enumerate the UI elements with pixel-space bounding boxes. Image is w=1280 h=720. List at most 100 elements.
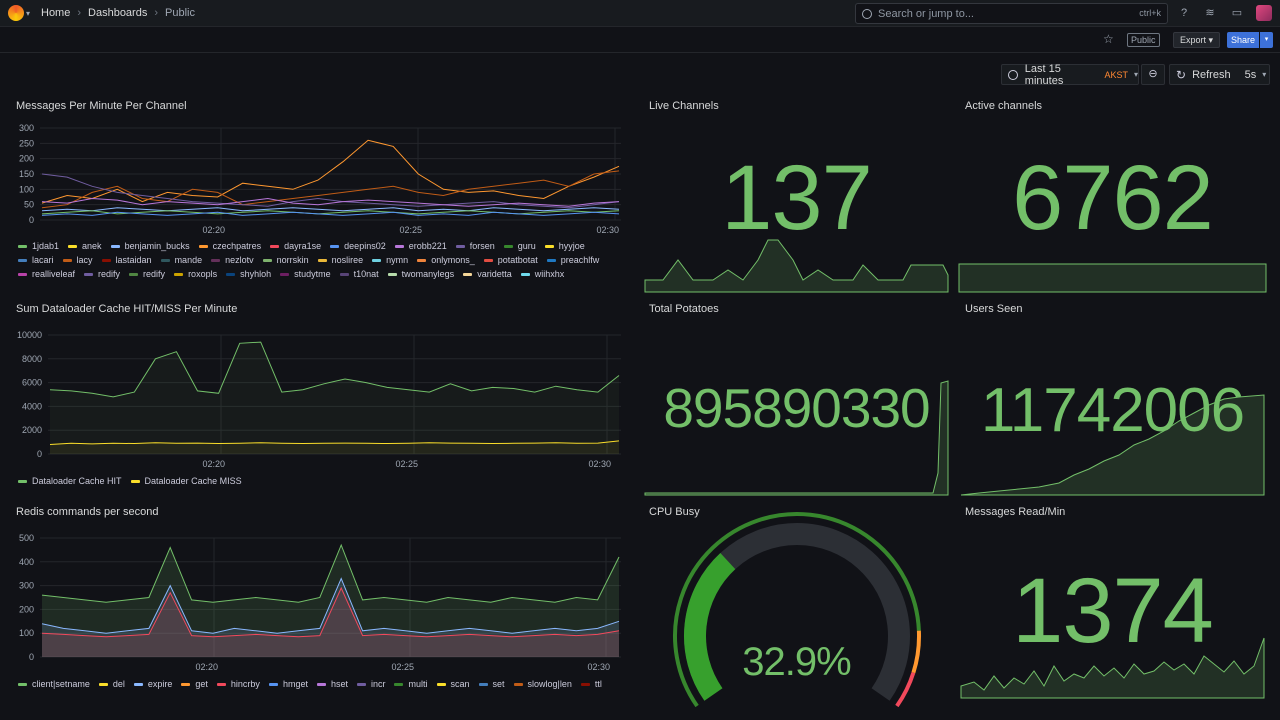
x-tick-label: 02:20 xyxy=(202,459,225,469)
legend-item[interactable]: shyhloh xyxy=(226,269,271,279)
series-line xyxy=(41,586,620,638)
legend-item[interactable]: dayra1se xyxy=(270,241,321,251)
legend-item[interactable]: guru xyxy=(503,241,536,251)
x-tick-label: 02:20 xyxy=(202,225,225,235)
legend-item[interactable]: czechpatres xyxy=(198,241,262,251)
x-tick-label: 02:25 xyxy=(399,225,422,235)
legend-swatch xyxy=(211,258,221,262)
legend-swatch xyxy=(580,682,590,686)
legend-item[interactable]: anek xyxy=(68,241,102,251)
public-badge: Public xyxy=(1127,33,1160,47)
legend-item[interactable]: nosliree xyxy=(317,255,363,265)
legend-label: multi xyxy=(408,679,428,689)
panel-title[interactable]: Redis commands per second xyxy=(16,506,159,518)
legend-swatch xyxy=(546,258,556,262)
legend-item[interactable]: wiihxhx xyxy=(520,269,564,279)
legend-item[interactable]: realliveleaf xyxy=(18,269,75,279)
kiosk-monitor-icon[interactable]: ▭ xyxy=(1231,7,1243,19)
grafana-logo-icon[interactable] xyxy=(8,5,24,21)
panel-title[interactable]: Users Seen xyxy=(965,303,1023,315)
legend-swatch xyxy=(280,272,290,276)
share-button[interactable]: Share xyxy=(1227,32,1259,48)
legend-item[interactable]: hset xyxy=(316,679,348,689)
star-icon[interactable]: ☆ xyxy=(1103,32,1114,46)
legend-label: hset xyxy=(330,679,348,689)
refresh-interval[interactable]: 5s xyxy=(1244,68,1257,81)
legend-item[interactable]: roxopls xyxy=(174,269,217,279)
panel-title[interactable]: Total Potatoes xyxy=(649,303,719,315)
avatar[interactable] xyxy=(1256,5,1272,21)
legend-item[interactable]: redify xyxy=(129,269,165,279)
legend-item[interactable]: nezlotv xyxy=(211,255,254,265)
chevron-down-icon[interactable]: ▾ xyxy=(1262,70,1267,79)
legend-item[interactable]: Dataloader Cache MISS xyxy=(130,476,242,486)
series-area xyxy=(42,588,619,657)
legend-item[interactable]: nymn xyxy=(372,255,408,265)
legend-item[interactable]: lacy xyxy=(62,255,93,265)
legend-item[interactable]: lastaidan xyxy=(101,255,152,265)
time-range-picker[interactable]: Last 15 minutes AKST ▾ xyxy=(1001,63,1139,87)
legend-item[interactable]: potatbotat xyxy=(483,255,538,265)
legend-item[interactable]: scan xyxy=(436,679,470,689)
legend-item[interactable]: erobb221 xyxy=(394,241,447,251)
redis-area-chart[interactable]: 500 400 300 200 100 0 02:20 02:25 02:30 xyxy=(16,506,630,676)
legend-swatch xyxy=(262,258,272,262)
legend-item[interactable]: varidetta xyxy=(463,269,512,279)
panel-title[interactable]: Messages Per Minute Per Channel xyxy=(16,100,187,112)
legend-item[interactable]: hincrby xyxy=(216,679,260,689)
search-input[interactable]: Search or jump to... ctrl+k xyxy=(855,3,1168,24)
legend-label: ttl xyxy=(594,679,602,689)
legend-label: czechpatres xyxy=(212,241,262,251)
legend-label: realliveleaf xyxy=(32,269,76,279)
legend-item[interactable]: onlymons_ xyxy=(417,255,475,265)
legend-item[interactable]: twomanylegs xyxy=(387,269,454,279)
zoom-out-button[interactable]: ⊖ xyxy=(1141,64,1165,85)
y-tick-label: 2000 xyxy=(22,425,42,435)
legend-swatch xyxy=(160,258,170,262)
news-rss-icon[interactable]: ≋ xyxy=(1205,7,1215,19)
legend-item[interactable]: slowlog|len xyxy=(513,679,572,689)
panel-title[interactable]: Live Channels xyxy=(649,100,719,112)
legend-item[interactable]: 1jdab1 xyxy=(18,241,59,251)
legend-item[interactable]: forsen xyxy=(455,241,495,251)
legend-swatch xyxy=(339,272,349,276)
legend-item[interactable]: incr xyxy=(356,679,385,689)
share-dropdown-chevron-icon[interactable]: ▾ xyxy=(1260,32,1273,48)
legend-item[interactable]: lacari xyxy=(18,255,54,265)
legend-item[interactable]: mande xyxy=(160,255,202,265)
messages-line-chart[interactable]: 300 250 200 150 100 50 0 02:20 02:25 02:30 xyxy=(16,100,630,240)
breadcrumb-dashboards[interactable]: Dashboards xyxy=(88,7,148,19)
legend-item[interactable]: set xyxy=(478,679,505,689)
panel-title[interactable]: CPU Busy xyxy=(649,506,700,518)
panel-title[interactable]: Active channels xyxy=(965,100,1043,112)
legend-item[interactable]: norrskin xyxy=(262,255,309,265)
legend-item[interactable]: get xyxy=(181,679,208,689)
legend-label: studytme xyxy=(294,269,331,279)
live-channels-sparkline xyxy=(644,239,949,293)
legend-item[interactable]: deepins02 xyxy=(330,241,386,251)
legend-item[interactable]: del xyxy=(98,679,125,689)
legend-item[interactable]: ttl xyxy=(580,679,602,689)
y-tick-label: 250 xyxy=(19,138,34,148)
export-button[interactable]: Export ▾ xyxy=(1173,32,1221,48)
breadcrumb-home[interactable]: Home xyxy=(41,7,71,19)
help-icon[interactable]: ? xyxy=(1180,7,1188,19)
legend-label: nezlotv xyxy=(225,255,254,265)
panel-title[interactable]: Sum Dataloader Cache HIT/MISS Per Minute xyxy=(16,303,238,315)
legend-label: shyhloh xyxy=(240,269,272,279)
legend-item[interactable]: Dataloader Cache HIT xyxy=(18,476,122,486)
legend-item[interactable]: studytme xyxy=(280,269,331,279)
chevron-down-icon[interactable]: ▾ xyxy=(26,9,31,18)
legend-item[interactable]: preachlfw xyxy=(546,255,599,265)
legend-item[interactable]: t10nat xyxy=(339,269,379,279)
legend-item[interactable]: client|setname xyxy=(18,679,90,689)
refresh-button[interactable]: ↻ Refresh 5s ▾ xyxy=(1169,64,1270,85)
legend-item[interactable]: hyyjoe xyxy=(544,241,585,251)
legend-item[interactable]: redify xyxy=(84,269,120,279)
dataloader-line-chart[interactable]: 10000 8000 6000 4000 2000 0 02:20 02:25 02:30 xyxy=(16,303,630,473)
legend-item[interactable]: benjamin_bucks xyxy=(110,241,190,251)
legend-item[interactable]: multi xyxy=(394,679,428,689)
legend-item[interactable]: expire xyxy=(133,679,172,689)
panel-title[interactable]: Messages Read/Min xyxy=(965,506,1066,518)
legend-item[interactable]: hmget xyxy=(268,679,308,689)
